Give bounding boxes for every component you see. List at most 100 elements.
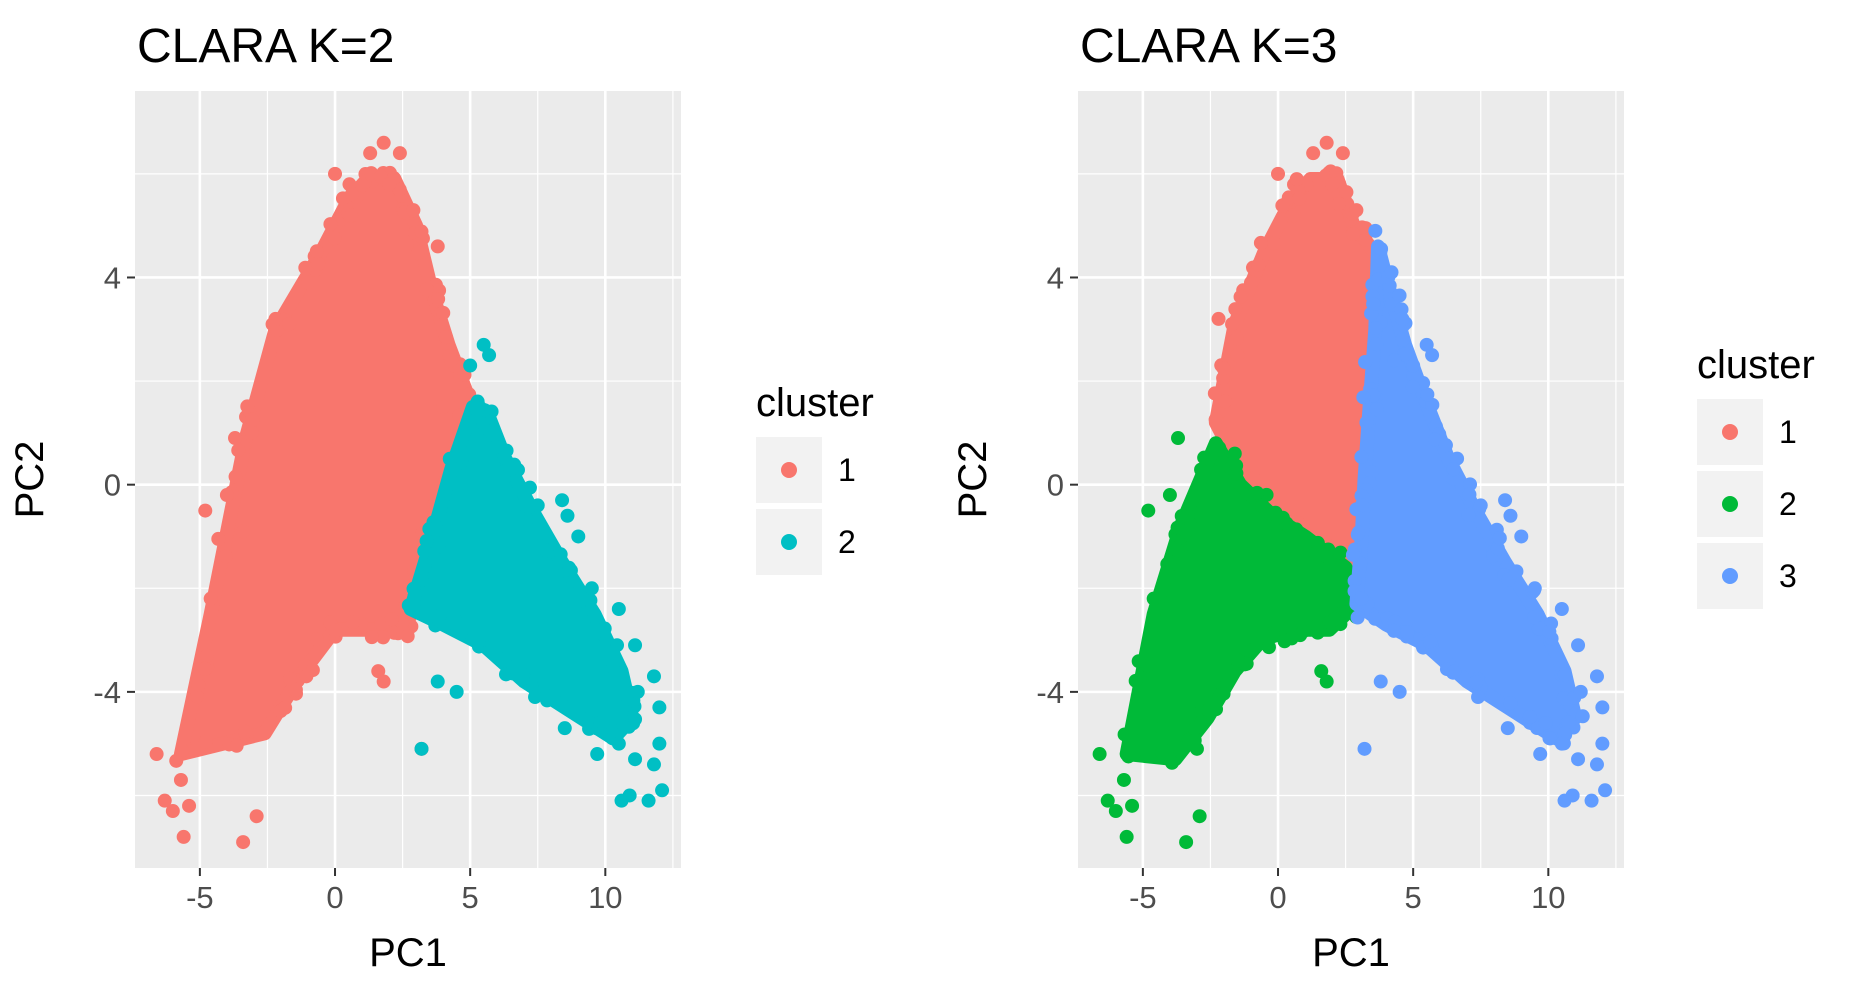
- data-point: [1387, 623, 1401, 638]
- data-point: [1354, 591, 1369, 606]
- data-point: [1405, 379, 1420, 394]
- x-axis-title: PC1: [1312, 931, 1390, 975]
- data-point: [219, 488, 234, 503]
- data-point: [157, 793, 172, 808]
- data-point: [1289, 172, 1304, 187]
- data-point: [1108, 804, 1123, 819]
- data-point: [346, 615, 361, 630]
- data-point: [198, 503, 213, 518]
- data-point: [652, 736, 667, 751]
- data-point: [1189, 741, 1204, 756]
- data-point: [1333, 545, 1348, 560]
- scatter-points: [1092, 135, 1613, 850]
- data-point: [1247, 471, 1262, 486]
- data-point: [1473, 498, 1488, 513]
- data-point: [1589, 757, 1604, 772]
- data-point: [327, 231, 342, 246]
- data-point: [240, 399, 255, 414]
- data-point: [1468, 675, 1483, 690]
- data-point: [474, 628, 489, 643]
- data-point: [1561, 715, 1576, 730]
- legend-swatch: [781, 462, 797, 478]
- data-point: [436, 305, 451, 320]
- data-point: [1522, 710, 1537, 725]
- data-point: [182, 798, 197, 813]
- data-point: [299, 669, 314, 684]
- data-point: [1230, 653, 1245, 668]
- data-point: [1284, 631, 1299, 646]
- legend: cluster 1 2: [756, 381, 874, 575]
- data-point: [1345, 547, 1360, 562]
- data-point: [539, 543, 554, 558]
- data-point: [563, 563, 578, 578]
- y-axis-title: PC2: [8, 441, 52, 519]
- data-point: [1492, 531, 1507, 546]
- data-point: [268, 311, 283, 326]
- data-point: [270, 323, 285, 338]
- data-point: [530, 498, 545, 513]
- data-point: [283, 671, 298, 686]
- data-point: [323, 217, 338, 232]
- data-point: [300, 275, 315, 290]
- legend-swatch: [1722, 568, 1738, 584]
- data-point: [1461, 507, 1476, 522]
- data-point: [310, 632, 325, 647]
- data-point: [1447, 664, 1462, 679]
- data-point: [1319, 135, 1334, 150]
- legend-label: 2: [1779, 486, 1797, 522]
- data-point: [175, 743, 190, 758]
- data-point: [309, 244, 324, 259]
- data-point: [1287, 208, 1302, 223]
- data-point: [1179, 835, 1194, 850]
- data-point: [1503, 508, 1518, 523]
- data-point: [430, 674, 445, 689]
- data-point: [1420, 387, 1435, 402]
- data-point: [1161, 750, 1176, 765]
- data-point: [384, 612, 399, 627]
- chart-title: CLARA K=2: [137, 20, 394, 73]
- data-point: [1125, 798, 1140, 813]
- data-point: [1384, 265, 1399, 280]
- data-point: [1514, 529, 1529, 544]
- data-point: [1392, 288, 1407, 303]
- data-point: [1255, 627, 1270, 642]
- data-point: [1471, 690, 1486, 705]
- data-point: [555, 493, 570, 508]
- data-point: [463, 358, 478, 373]
- data-point: [1358, 233, 1373, 248]
- data-point: [1310, 535, 1325, 550]
- data-point: [1292, 191, 1307, 206]
- y-tick-label: -4: [1036, 675, 1064, 710]
- data-point: [1243, 275, 1258, 290]
- data-point: [1450, 451, 1465, 466]
- data-point: [406, 203, 421, 218]
- data-point: [655, 783, 670, 798]
- data-point: [1225, 317, 1240, 332]
- data-point: [1556, 691, 1571, 706]
- chart-1: -5 0 5 10 -4 0 4 CLARA K=2 PC1 PC2 cluster 1 2: [8, 20, 874, 975]
- data-point: [415, 572, 430, 587]
- data-point: [328, 166, 343, 181]
- data-point: [442, 451, 457, 466]
- data-point: [1138, 743, 1153, 758]
- data-point: [344, 187, 359, 202]
- data-point: [198, 734, 213, 749]
- data-point: [1357, 741, 1372, 756]
- data-point: [1554, 736, 1569, 751]
- data-point: [376, 674, 391, 689]
- data-point: [1267, 236, 1282, 251]
- data-point: [1270, 510, 1285, 525]
- data-point: [1392, 684, 1407, 699]
- data-point: [1117, 727, 1132, 742]
- x-axis-title: PC1: [369, 931, 447, 975]
- data-point: [1240, 486, 1255, 501]
- x-tick-label: 10: [588, 880, 622, 915]
- data-point: [436, 399, 451, 414]
- data-point: [244, 425, 259, 440]
- data-point: [1573, 684, 1588, 699]
- data-point: [1154, 721, 1169, 736]
- legend-title: cluster: [756, 381, 874, 425]
- data-point: [1171, 431, 1186, 446]
- series-3: [1345, 223, 1613, 808]
- data-point: [1314, 664, 1329, 679]
